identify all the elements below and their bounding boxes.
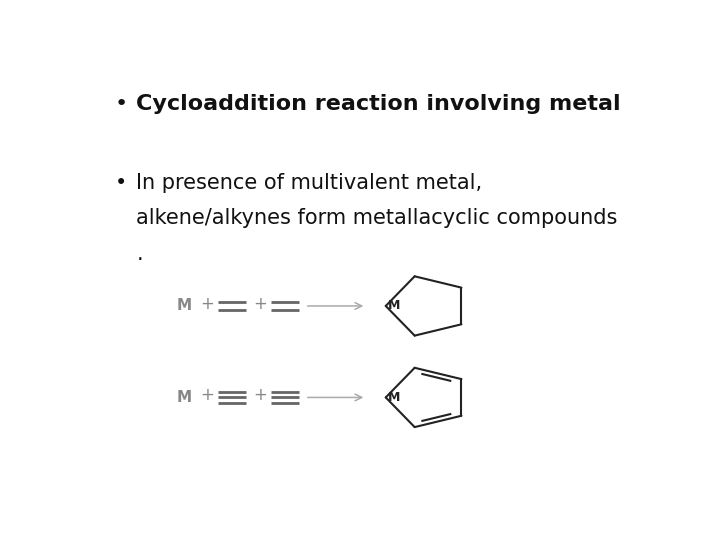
Text: M: M: [387, 391, 400, 404]
Text: In presence of multivalent metal,: In presence of multivalent metal,: [136, 173, 482, 193]
Text: •: •: [115, 94, 128, 114]
Text: Cycloaddition reaction involving metal: Cycloaddition reaction involving metal: [136, 94, 621, 114]
Text: +: +: [253, 386, 267, 404]
Text: •: •: [115, 173, 127, 193]
Text: M: M: [176, 299, 192, 313]
Text: +: +: [253, 295, 267, 313]
Text: M: M: [176, 390, 192, 405]
Text: .: .: [136, 244, 143, 264]
Text: +: +: [200, 295, 214, 313]
Text: M: M: [387, 300, 400, 313]
Text: alkene/alkynes form metallacyclic compounds: alkene/alkynes form metallacyclic compou…: [136, 208, 618, 228]
Text: +: +: [200, 386, 214, 404]
